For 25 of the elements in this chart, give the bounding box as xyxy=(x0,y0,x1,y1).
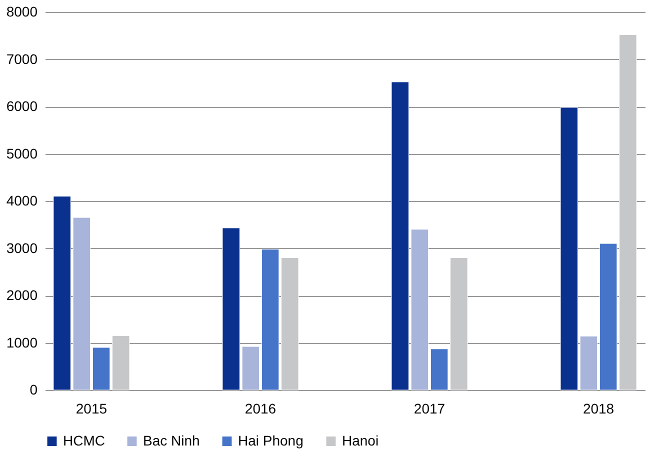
y-tick-label: 1000 xyxy=(6,334,38,350)
bar xyxy=(410,229,429,390)
legend-label: Hai Phong xyxy=(238,432,304,448)
y-tick-label: 8000 xyxy=(6,4,38,20)
legend-label: Bac Ninh xyxy=(143,432,200,448)
bar xyxy=(281,257,299,390)
y-tick-label: 5000 xyxy=(6,145,38,162)
bar xyxy=(580,336,598,390)
x-tick-label: 2017 xyxy=(414,400,446,416)
bar xyxy=(92,347,110,390)
x-tick-label: 2015 xyxy=(76,400,108,416)
y-tick-label: 3000 xyxy=(6,240,38,256)
y-tick-label: 6000 xyxy=(6,98,38,114)
y-tick-label: 2000 xyxy=(6,287,38,303)
legend-label: Hanoi xyxy=(342,432,379,448)
x-tick-label: 2016 xyxy=(244,400,276,416)
bar xyxy=(560,107,578,390)
bar xyxy=(112,335,130,390)
y-tick-label: 0 xyxy=(30,382,38,398)
bar xyxy=(261,248,280,390)
y-tick-label: 7000 xyxy=(6,50,38,67)
legend-label: HCMC xyxy=(63,432,105,448)
bar xyxy=(391,82,409,390)
y-tick-label: 4000 xyxy=(6,192,38,208)
x-tick-label: 2018 xyxy=(582,400,614,416)
